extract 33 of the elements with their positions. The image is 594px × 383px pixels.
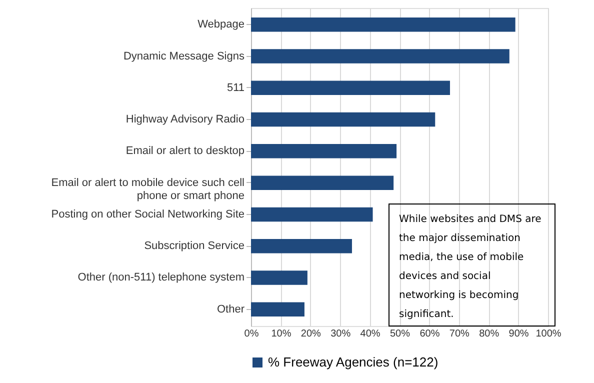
bar [251, 80, 450, 96]
bar [251, 17, 516, 32]
x-tick-label: 60% [420, 328, 440, 340]
x-tick-label: 80% [479, 328, 500, 340]
y-tick-label: Email or alert to desktop [126, 145, 244, 158]
x-tick-label: 70% [449, 328, 470, 340]
annotation: While websites and DMS are the major dissemination media, the use of mobile devices and social networking is becoming significant. [399, 214, 542, 320]
y-tick-label: Webpage [198, 18, 244, 31]
bar [251, 49, 510, 64]
bar [251, 270, 308, 285]
x-tick-label: 0% [244, 328, 259, 340]
y-tick-label: Other [216, 303, 245, 316]
x-tick-label: 30% [330, 328, 351, 340]
bar [251, 238, 352, 254]
bar [251, 207, 373, 222]
x-tick-label: 50% [390, 328, 410, 340]
x-tick-label: 100% [536, 328, 562, 340]
y-tick-label: Email or alert to mobile device such cell phone or smart phone [51, 176, 244, 202]
y-tick-label: Subscription Service [144, 240, 244, 252]
bar [251, 112, 436, 127]
y-tick-label: Dynamic Message Signs [123, 50, 245, 62]
bar [251, 176, 394, 190]
y-tick-label: Highway Advisory Radio [126, 114, 244, 126]
bar [251, 144, 397, 158]
x-tick-label: 20% [300, 328, 322, 340]
bar [251, 302, 304, 317]
x-tick-label: 90% [508, 328, 529, 340]
x-tick-label: 10% [271, 328, 292, 340]
x-tick-label: 40% [360, 328, 380, 340]
y-tick-label: 511 [226, 82, 244, 94]
legend-label: % Freeway Agencies (n=122) [268, 354, 438, 370]
y-tick-label: Other (non-511) telephone system [78, 272, 244, 284]
y-tick-label: Posting on other Social Networking Site [51, 208, 244, 220]
